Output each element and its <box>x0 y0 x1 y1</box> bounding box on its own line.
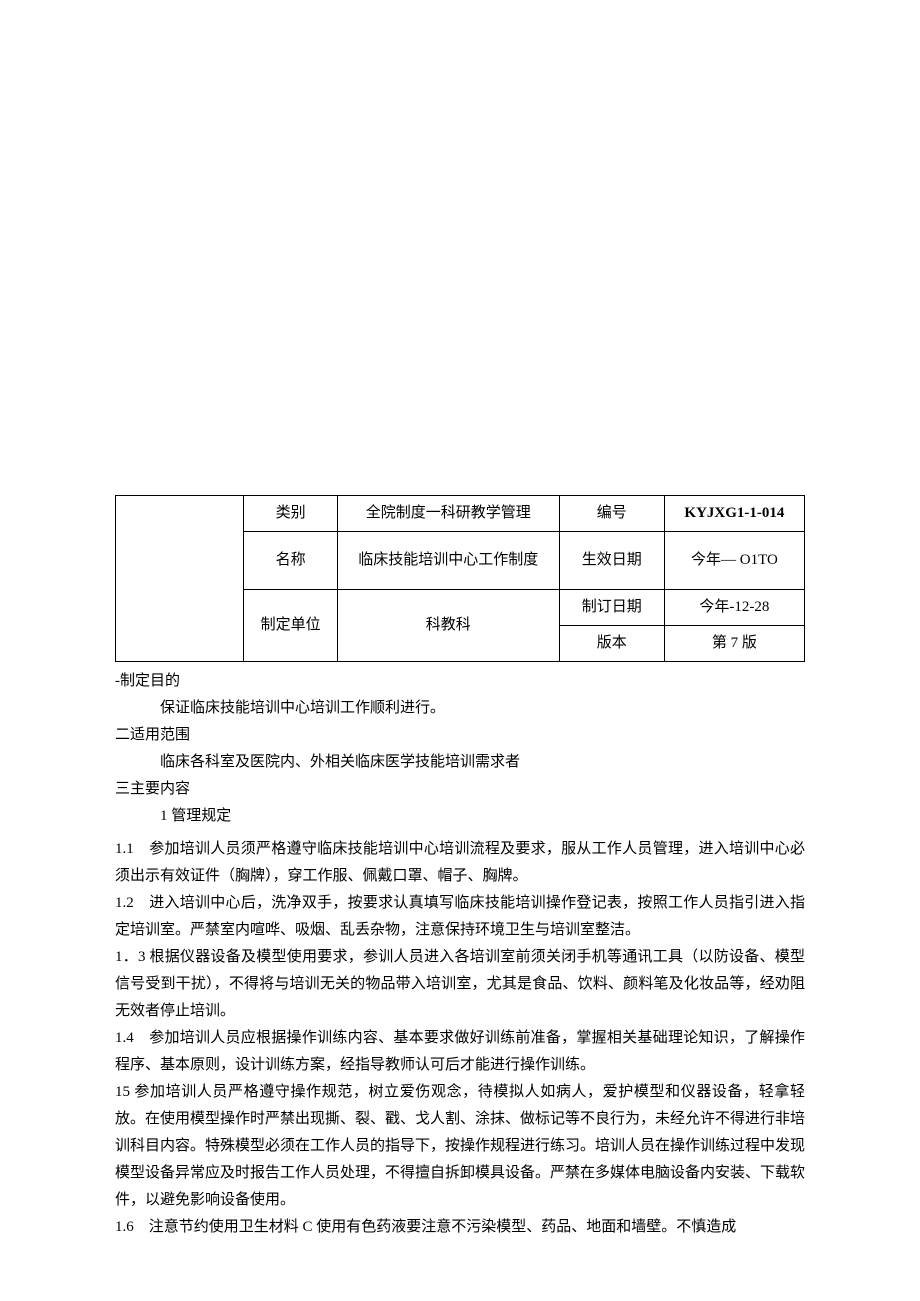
para-1-5: 15 参加培训人员严格遵守操作规范，树立爱伤观念，待模拟人如病人，爱护模型和仪器… <box>115 1079 805 1214</box>
value-name: 临床技能培训中心工作制度 <box>337 532 559 590</box>
label-version: 版本 <box>559 626 664 662</box>
para-1-6: 1.6 注意节约使用卫生材料 C 使用有色药液要注意不污染模型、药品、地面和墙壁… <box>115 1214 805 1241</box>
section-3-title: 三主要内容 <box>115 776 805 803</box>
section-1-body: 保证临床技能培训中心培训工作顺利进行。 <box>115 695 805 722</box>
para-1-3: 1．3 根据仪器设备及模型使用要求，参训人员进入各培训室前须关闭手机等通讯工具（… <box>115 944 805 1025</box>
value-draft-date: 今年-12-28 <box>664 590 804 626</box>
section-3-sub1: 1 管理规定 <box>115 803 805 830</box>
label-effective-date: 生效日期 <box>559 532 664 590</box>
document-body: -制定目的 保证临床技能培训中心培训工作顺利进行。 二适用范围 临床各科室及医院… <box>115 668 805 1241</box>
value-version: 第 7 版 <box>664 626 804 662</box>
label-unit: 制定单位 <box>244 590 337 662</box>
label-number: 编号 <box>559 496 664 532</box>
section-2-title: 二适用范围 <box>115 722 805 749</box>
para-1-1: 1.1 参加培训人员须严格遵守临床技能培训中心培训流程及要求，服从工作人员管理，… <box>115 836 805 890</box>
label-category: 类别 <box>244 496 337 532</box>
section-1-title: -制定目的 <box>115 668 805 695</box>
section-2-body: 临床各科室及医院内、外相关临床医学技能培训需求者 <box>115 749 805 776</box>
para-1-4: 1.4 参加培训人员应根据操作训练内容、基本要求做好训练前准备，掌握相关基础理论… <box>115 1025 805 1079</box>
label-draft-date: 制订日期 <box>559 590 664 626</box>
label-name: 名称 <box>244 532 337 590</box>
value-unit: 科教科 <box>337 590 559 662</box>
document-meta-table: 类别 全院制度一科研教学管理 编号 KYJXG1-1-014 名称 临床技能培训… <box>115 495 805 662</box>
value-effective-date: 今年— O1TO <box>664 532 804 590</box>
value-category: 全院制度一科研教学管理 <box>337 496 559 532</box>
table-blank-cell <box>116 496 244 662</box>
value-number: KYJXG1-1-014 <box>664 496 804 532</box>
para-1-2: 1.2 进入培训中心后，洗净双手，按要求认真填写临床技能培训操作登记表，按照工作… <box>115 890 805 944</box>
